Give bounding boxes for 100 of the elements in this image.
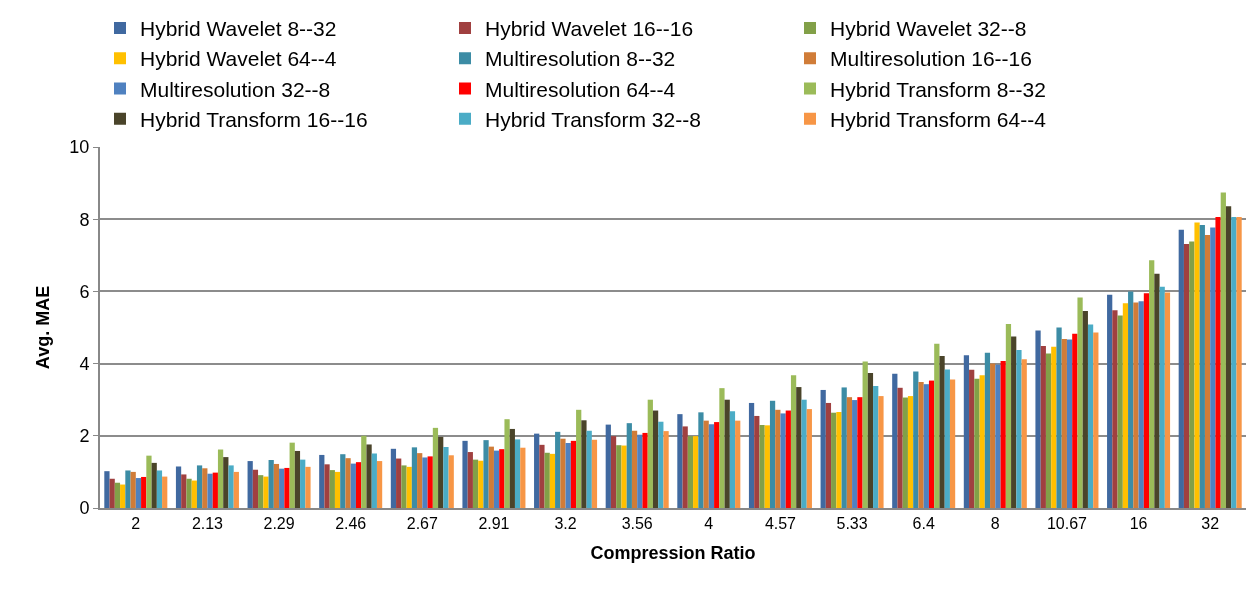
- legend-label: Multiresolution 16--16: [830, 47, 1032, 71]
- x-tick-label: 2.67: [406, 515, 438, 533]
- bar: [652, 410, 659, 508]
- bar: [443, 446, 449, 508]
- bar: [852, 400, 858, 508]
- bar: [1164, 292, 1171, 508]
- bar: [1210, 227, 1216, 508]
- legend-label: Multiresolution 32--8: [140, 77, 331, 101]
- bar: [396, 458, 402, 508]
- bar: [939, 356, 945, 508]
- bar: [1000, 361, 1006, 508]
- bar: [1087, 324, 1094, 508]
- bar: [775, 409, 781, 508]
- bar: [785, 410, 791, 508]
- bar: [663, 431, 669, 508]
- bar: [1236, 217, 1242, 508]
- bar: [252, 469, 259, 508]
- x-tick-label: 10.67: [1046, 515, 1088, 533]
- bar: [714, 422, 720, 508]
- bar: [1035, 330, 1041, 508]
- bar: [478, 460, 484, 508]
- bar: [175, 466, 182, 508]
- bar: [130, 471, 136, 508]
- bar: [411, 447, 418, 508]
- bar: [1082, 310, 1088, 508]
- bar: [560, 438, 566, 508]
- bar: [263, 476, 269, 508]
- bar: [928, 380, 935, 508]
- legend-label: Multiresolution 8--32: [485, 47, 676, 71]
- bar: [247, 461, 253, 508]
- x-axis-title: Compression Ratio: [590, 542, 756, 563]
- bar: [724, 399, 730, 508]
- bar: [780, 413, 786, 508]
- bar: [141, 476, 147, 508]
- legend-label: Hybrid Transform 32--8: [485, 108, 701, 132]
- x-tick-label: 4: [704, 515, 714, 533]
- bar: [806, 409, 812, 508]
- bar: [820, 389, 826, 508]
- y-tick-label: 4: [79, 353, 90, 374]
- bar: [371, 453, 377, 508]
- bar: [658, 421, 664, 508]
- bar: [1194, 222, 1200, 508]
- legend-label: Hybrid Wavelet 64--4: [140, 47, 337, 71]
- bar: [273, 463, 280, 508]
- bar: [1005, 323, 1012, 508]
- bar: [759, 424, 765, 508]
- x-tick-label: 3.2: [554, 515, 577, 533]
- bar: [841, 387, 847, 508]
- bar: [289, 442, 295, 508]
- bar: [156, 470, 163, 508]
- bar: [151, 462, 157, 508]
- bar: [340, 454, 346, 508]
- bar: [949, 379, 956, 508]
- bar: [1117, 315, 1123, 508]
- bar: [708, 424, 715, 508]
- bar: [294, 450, 301, 508]
- bar: [514, 439, 521, 508]
- y-tick-label: 6: [79, 281, 90, 302]
- bar: [677, 414, 683, 508]
- bar: [462, 440, 468, 508]
- bar: [284, 467, 290, 508]
- bar: [873, 385, 879, 508]
- bar: [1066, 339, 1073, 508]
- x-tick-label: 2.13: [191, 515, 224, 533]
- bar: [719, 388, 725, 508]
- bar: [565, 443, 571, 508]
- bar: [605, 424, 611, 508]
- bar: [764, 425, 770, 508]
- legend-label: Hybrid Transform 8--32: [830, 77, 1046, 101]
- bar: [944, 369, 950, 508]
- bar: [1056, 327, 1062, 508]
- bar: [1061, 339, 1067, 508]
- y-axis-title: Avg. MAE: [33, 285, 54, 370]
- legend-label: Hybrid Wavelet 8--32: [140, 17, 337, 41]
- bar: [196, 465, 203, 508]
- bar: [1016, 349, 1022, 508]
- bar: [1128, 291, 1134, 508]
- x-tick-label: 4.57: [764, 515, 797, 533]
- bar: [995, 364, 1001, 508]
- bar: [729, 411, 736, 508]
- bar: [846, 397, 853, 508]
- bar: [825, 402, 832, 508]
- bar: [754, 415, 760, 508]
- bar: [212, 472, 218, 508]
- bar: [913, 371, 919, 508]
- bar: [483, 440, 489, 508]
- bar: [549, 453, 556, 508]
- bar: [934, 343, 940, 508]
- bar: [1149, 260, 1155, 508]
- bar: [509, 428, 515, 508]
- bar: [488, 446, 494, 508]
- bar: [892, 373, 898, 508]
- bar: [223, 457, 229, 508]
- bar: [438, 436, 444, 508]
- bar: [345, 458, 351, 508]
- bar: [974, 378, 980, 508]
- bar: [769, 400, 776, 508]
- bar: [207, 473, 213, 508]
- bar: [1072, 333, 1078, 508]
- bar: [698, 412, 704, 508]
